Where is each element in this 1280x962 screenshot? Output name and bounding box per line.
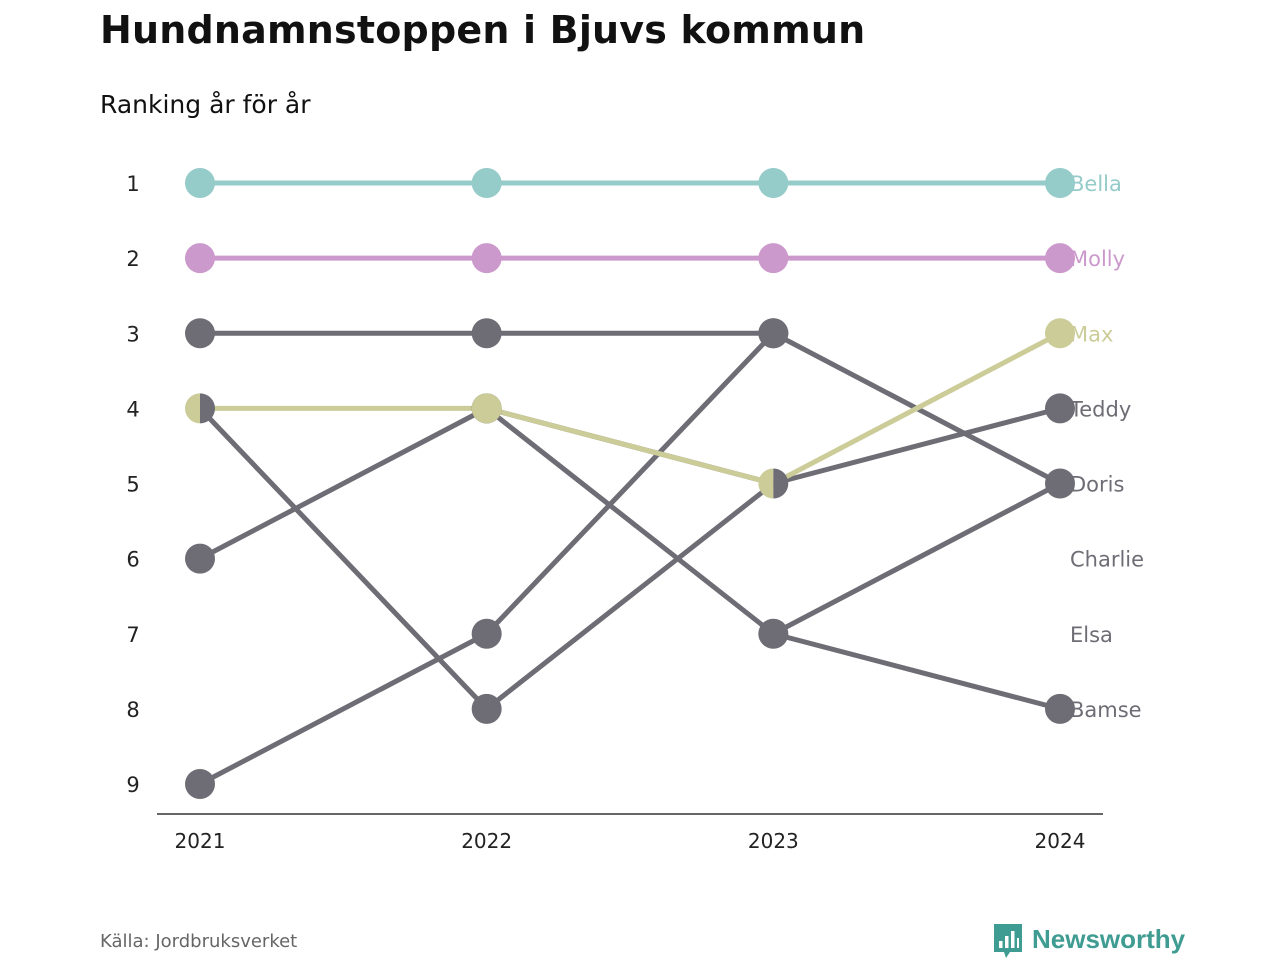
point-bamse-2023 bbox=[758, 618, 789, 649]
x-tick-label-2023: 2023 bbox=[748, 829, 799, 853]
bar-chart-speech-bubble-icon bbox=[994, 924, 1022, 958]
y-tick-label-4: 4 bbox=[126, 397, 139, 421]
brand-logo[interactable]: Newsworthy bbox=[992, 922, 1185, 962]
y-tick-label-8: 8 bbox=[126, 698, 139, 722]
series-label-charlie: Charlie bbox=[1070, 548, 1144, 572]
point-bella-2023 bbox=[758, 168, 789, 198]
point-max-2024 bbox=[1045, 318, 1075, 349]
x-tick-label-2024: 2024 bbox=[1035, 829, 1086, 853]
source-note: Källa: Jordbruksverket bbox=[100, 931, 298, 952]
x-axis-ticks: 2021 2022 2023 2024 bbox=[175, 829, 1086, 853]
y-tick-label-5: 5 bbox=[126, 473, 139, 497]
series-lines bbox=[197, 180, 1063, 787]
point-molly-2022 bbox=[471, 243, 502, 274]
point-teddy-2024 bbox=[1045, 393, 1075, 424]
y-tick-label-7: 7 bbox=[126, 623, 139, 647]
point-molly-2024 bbox=[1045, 243, 1075, 274]
point-elsa-2022 bbox=[471, 618, 502, 649]
point-bella-2021 bbox=[185, 168, 215, 198]
series-label-doris: Doris bbox=[1070, 473, 1124, 497]
point-doris-2024 bbox=[1045, 468, 1075, 499]
point-elsa-2023 bbox=[758, 318, 789, 349]
y-tick-label-6: 6 bbox=[126, 548, 139, 572]
point-bella-2024 bbox=[1045, 168, 1075, 198]
chart-subtitle: Ranking år för år bbox=[100, 90, 311, 119]
point-charlie-2022 bbox=[471, 693, 502, 724]
point-max-2022 bbox=[471, 393, 502, 424]
y-tick-label-9: 9 bbox=[126, 773, 139, 797]
half-point-right-2021 bbox=[200, 393, 216, 424]
series-points bbox=[185, 168, 1075, 799]
y-tick-label-1: 1 bbox=[126, 172, 139, 196]
series-line-max bbox=[197, 330, 1063, 486]
point-bella-2022 bbox=[471, 168, 502, 198]
y-axis-ticks: 1 2 3 4 5 6 7 8 9 bbox=[126, 172, 139, 797]
point-molly-2023 bbox=[758, 243, 789, 274]
extra-segment-0 bbox=[770, 481, 1063, 637]
x-tick-label-2022: 2022 bbox=[461, 829, 512, 853]
point-teddy-2021 bbox=[185, 543, 215, 574]
y-tick-label-3: 3 bbox=[126, 322, 139, 346]
half-point-left-2023 bbox=[758, 468, 774, 499]
point-molly-2021 bbox=[185, 243, 215, 274]
point-doris-2021 bbox=[185, 318, 215, 349]
series-labels: Bella Molly Max Teddy Doris Charlie Elsa Bamse bbox=[1069, 172, 1144, 722]
series-label-bella: Bella bbox=[1070, 172, 1122, 196]
y-tick-label-2: 2 bbox=[126, 247, 139, 271]
brand-name: Newsworthy bbox=[1032, 924, 1186, 954]
point-bamse-2024 bbox=[1045, 693, 1075, 724]
point-elsa-2021 bbox=[185, 769, 215, 799]
series-label-elsa: Elsa bbox=[1070, 623, 1113, 647]
half-point-left-2021 bbox=[185, 393, 200, 424]
bump-chart: 1 2 3 4 5 6 7 8 9 Bella Molly Max Teddy Doris Charlie… bbox=[126, 168, 1144, 853]
series-label-teddy: Teddy bbox=[1069, 397, 1131, 421]
point-doris-2022 bbox=[471, 318, 502, 349]
series-label-max: Max bbox=[1070, 322, 1113, 346]
series-line-charlie bbox=[197, 405, 776, 712]
chart-title: Hundnamnstoppen i Bjuvs kommun bbox=[100, 8, 866, 52]
series-label-bamse: Bamse bbox=[1070, 698, 1142, 722]
series-line-bamse bbox=[484, 405, 1063, 712]
series-label-molly: Molly bbox=[1070, 247, 1125, 271]
half-point-right-2023 bbox=[773, 468, 789, 499]
x-tick-label-2021: 2021 bbox=[175, 829, 226, 853]
